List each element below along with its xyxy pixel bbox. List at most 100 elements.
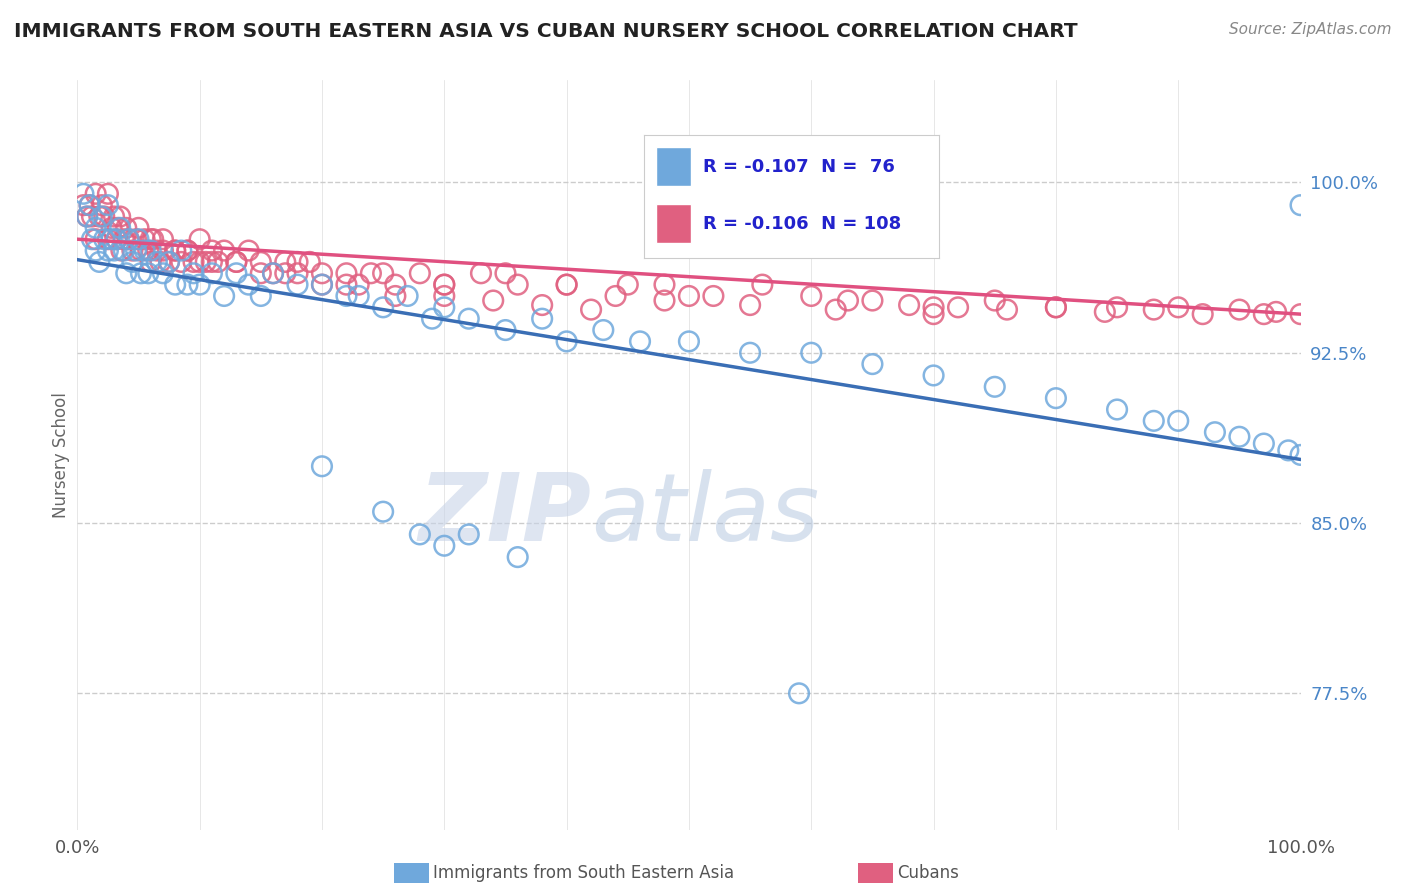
Point: [1045, 301, 1067, 315]
Point: [110, 244, 132, 258]
Point: [347, 289, 370, 303]
Point: [139, 232, 162, 246]
Point: [72, 186, 94, 201]
Point: [654, 293, 676, 308]
Point: [93, 232, 115, 246]
Point: [1204, 425, 1226, 440]
Point: [506, 277, 529, 292]
Point: [194, 255, 217, 269]
Point: [165, 244, 187, 258]
Point: [225, 255, 247, 269]
Point: [531, 298, 554, 312]
Point: [311, 277, 333, 292]
Point: [1143, 414, 1166, 428]
Bar: [657, 203, 692, 244]
Point: [225, 266, 247, 280]
Text: atlas: atlas: [591, 469, 820, 560]
Point: [409, 266, 432, 280]
Text: Cubans: Cubans: [897, 864, 959, 882]
Point: [922, 368, 945, 383]
Point: [188, 232, 211, 246]
Text: ZIP: ZIP: [418, 469, 591, 561]
Point: [129, 244, 152, 258]
Point: [678, 289, 700, 303]
Point: [470, 266, 492, 280]
Point: [824, 302, 846, 317]
Point: [922, 301, 945, 315]
Point: [89, 255, 111, 269]
Point: [170, 255, 193, 269]
Point: [1107, 402, 1129, 417]
Point: [84, 232, 107, 246]
Point: [628, 334, 651, 349]
Point: [157, 255, 180, 269]
Point: [922, 307, 945, 321]
Point: [146, 255, 169, 269]
Point: [433, 539, 456, 553]
Point: [262, 266, 284, 280]
Point: [862, 357, 884, 371]
Point: [1289, 198, 1312, 212]
Point: [371, 301, 394, 315]
Y-axis label: Nursery School: Nursery School: [52, 392, 70, 518]
Text: R = -0.107  N =  76: R = -0.107 N = 76: [703, 158, 896, 176]
Point: [898, 298, 921, 312]
Point: [84, 186, 107, 201]
Point: [371, 505, 394, 519]
Point: [127, 220, 149, 235]
Point: [250, 289, 273, 303]
Point: [89, 210, 111, 224]
Point: [152, 244, 174, 258]
Point: [188, 277, 211, 292]
Point: [984, 380, 1007, 394]
Point: [433, 301, 456, 315]
Point: [837, 293, 859, 308]
Point: [1253, 307, 1275, 321]
Point: [79, 198, 101, 212]
Point: [1045, 301, 1067, 315]
Point: [457, 311, 479, 326]
Point: [335, 277, 357, 292]
Point: [212, 244, 235, 258]
Point: [555, 277, 578, 292]
Text: R = -0.106  N = 108: R = -0.106 N = 108: [703, 215, 901, 233]
Point: [287, 266, 309, 280]
Point: [105, 232, 128, 246]
Point: [862, 293, 884, 308]
Point: [409, 527, 432, 541]
Point: [311, 459, 333, 474]
Point: [555, 334, 578, 349]
Text: Source: ZipAtlas.com: Source: ZipAtlas.com: [1229, 22, 1392, 37]
Point: [1045, 391, 1067, 405]
Point: [654, 277, 676, 292]
Point: [136, 244, 159, 258]
Point: [152, 266, 174, 280]
Point: [212, 289, 235, 303]
Point: [751, 277, 773, 292]
Point: [311, 266, 333, 280]
Point: [125, 232, 148, 246]
Point: [1277, 443, 1299, 458]
Point: [287, 277, 309, 292]
Point: [396, 289, 419, 303]
Point: [433, 277, 456, 292]
Point: [495, 266, 517, 280]
Point: [157, 255, 180, 269]
Point: [76, 210, 98, 224]
Point: [107, 220, 129, 235]
Point: [90, 210, 112, 224]
Point: [100, 232, 122, 246]
Point: [617, 277, 640, 292]
Point: [80, 232, 103, 246]
Point: [207, 255, 229, 269]
Point: [740, 345, 762, 359]
Point: [1289, 307, 1312, 321]
Point: [76, 210, 98, 224]
Point: [112, 232, 135, 246]
Point: [800, 289, 823, 303]
Point: [1289, 448, 1312, 462]
Point: [1191, 307, 1213, 321]
Point: [1167, 301, 1189, 315]
Point: [118, 232, 141, 246]
Point: [84, 220, 107, 235]
